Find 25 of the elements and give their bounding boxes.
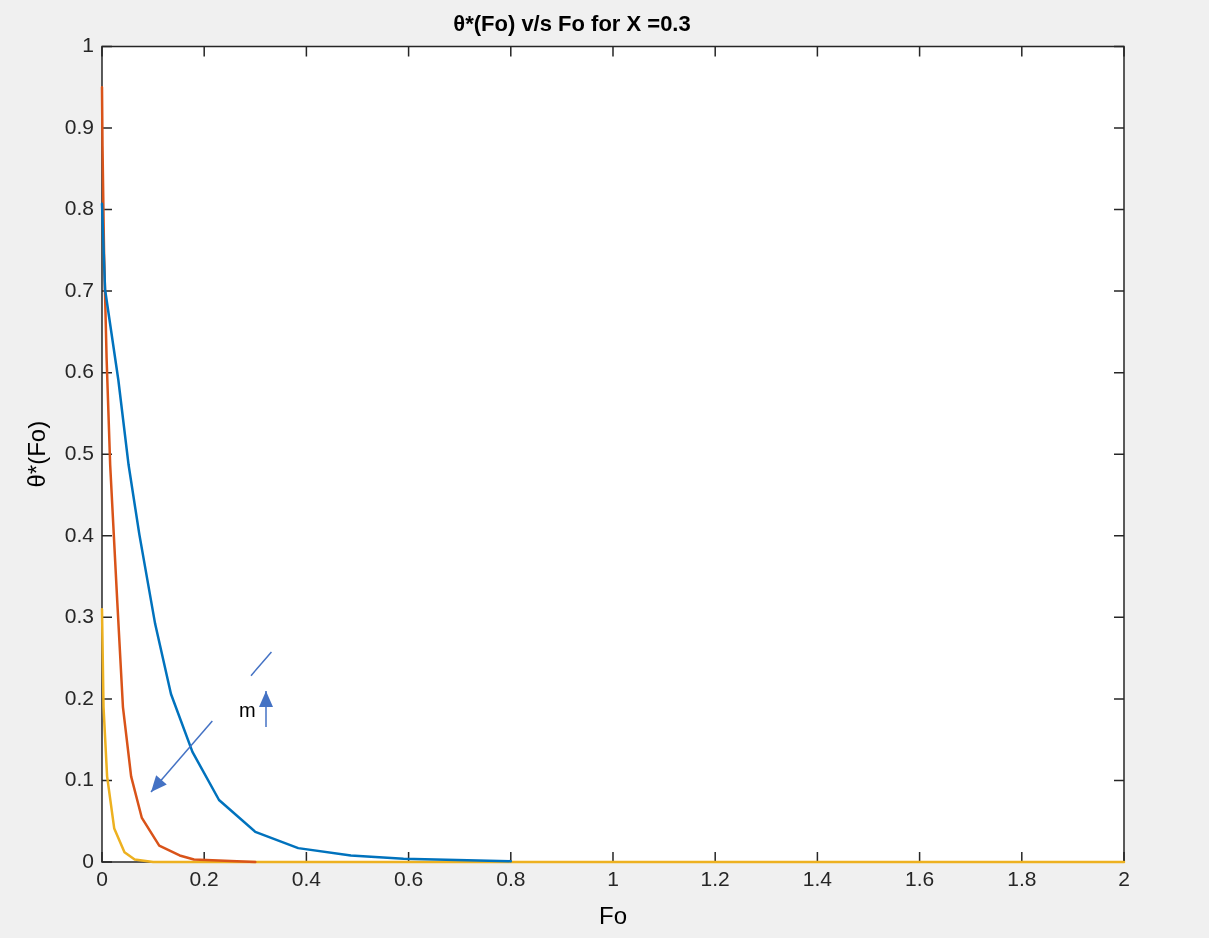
y-tick-label: 0.9 <box>64 114 94 138</box>
y-tick-label: 0.4 <box>64 522 95 546</box>
y-tick-label: 0.8 <box>64 196 94 220</box>
y-tick-label: 0 <box>82 848 94 872</box>
x-tick-label: 0.6 <box>393 867 424 891</box>
x-tick-label: 0.8 <box>496 867 526 891</box>
chart-title: θ*(Fo) v/s Fo for X =0.3 <box>453 11 691 37</box>
x-tick-label: 0.2 <box>189 867 219 891</box>
y-axis-title: θ*(Fo) <box>23 420 51 488</box>
x-tick-label: 0.4 <box>291 867 322 891</box>
x-tick-label: 1.8 <box>1007 867 1037 891</box>
y-tick-label: 0.2 <box>64 685 94 709</box>
annotation: m <box>238 698 256 722</box>
y-tick-label: 0.6 <box>64 359 94 383</box>
y-tick-label: 0.5 <box>64 441 94 464</box>
x-tick-label: 1.2 <box>700 867 730 891</box>
x-tick-label: 2 <box>1118 867 1130 891</box>
y-tick-label: 0.1 <box>64 767 94 791</box>
x-tick-label: 1.4 <box>802 867 833 891</box>
x-tick-label: 1 <box>607 867 619 891</box>
y-tick-label: 1 <box>82 33 94 57</box>
x-axis-title: Fo <box>598 902 627 930</box>
y-tick-label: 0.7 <box>64 277 94 301</box>
x-tick-label: 1.6 <box>905 867 935 891</box>
y-tick-label: 0.3 <box>64 604 94 628</box>
